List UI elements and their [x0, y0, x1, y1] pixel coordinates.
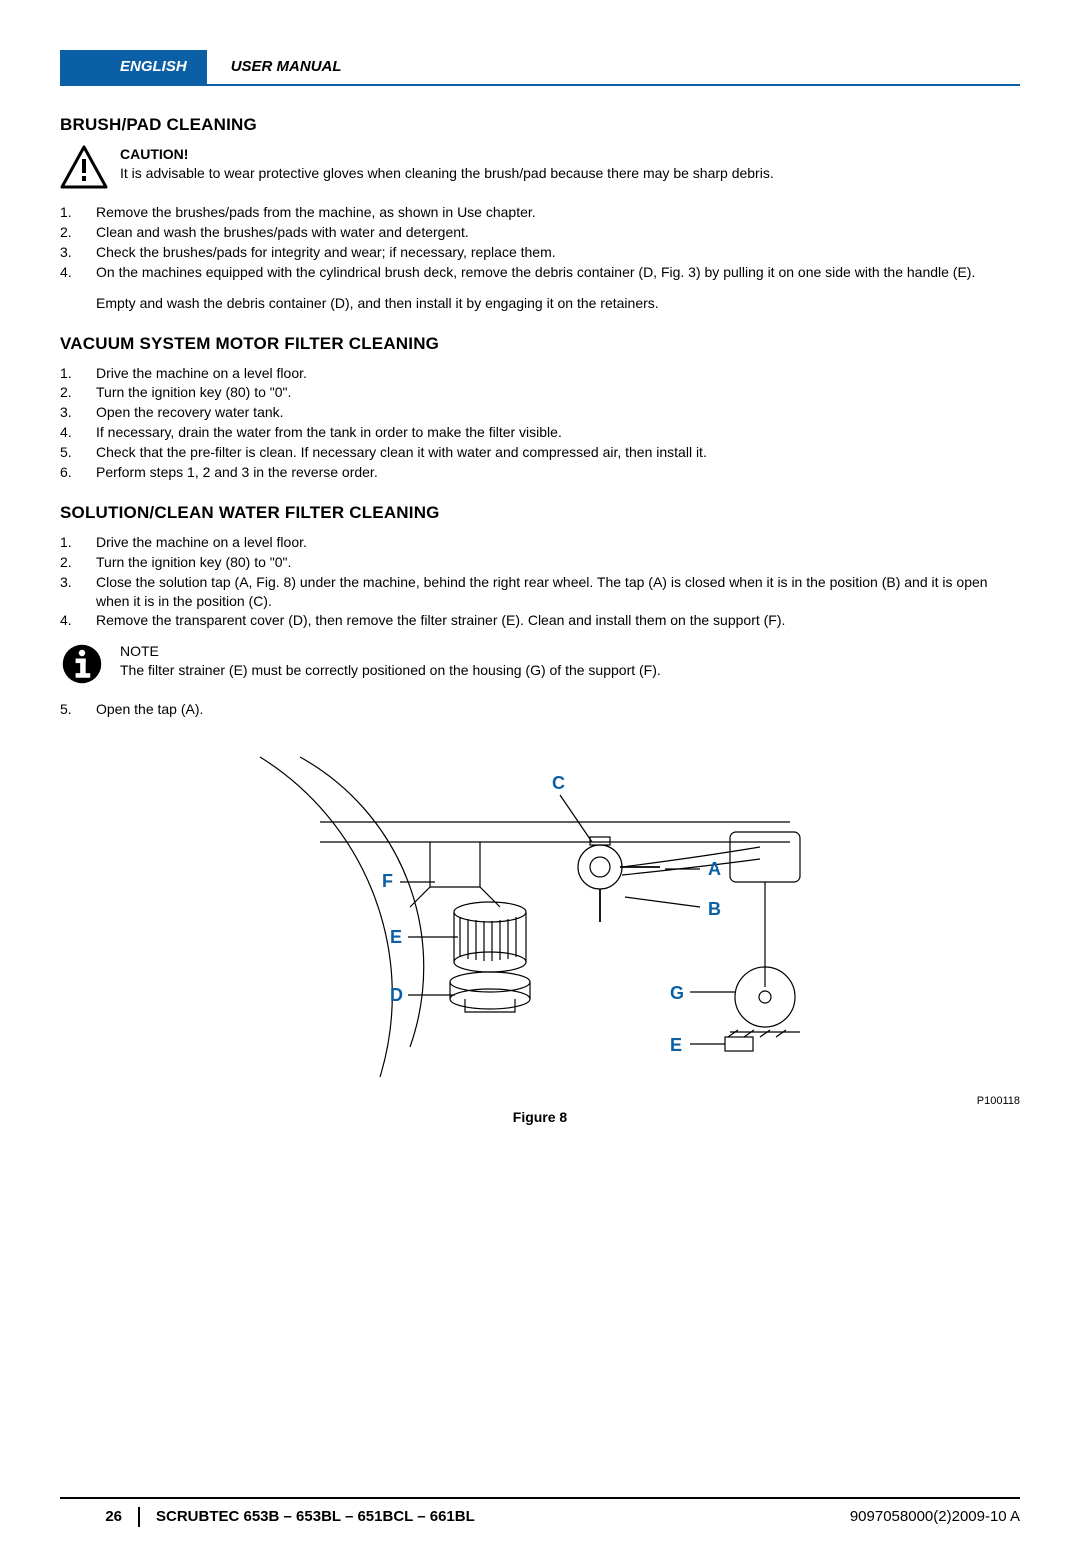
- list-item: Perform steps 1, 2 and 3 in the reverse …: [60, 463, 1020, 482]
- note-body: The ﬁlter strainer (E) must be correctly…: [120, 661, 661, 680]
- list-item: Check the brushes/pads for integrity and…: [60, 243, 1020, 262]
- brush-step4-extra: Empty and wash the debris container (D),…: [60, 294, 1020, 313]
- note-text: NOTE The ﬁlter strainer (E) must be corr…: [120, 642, 661, 680]
- list-item: Drive the machine on a level ﬂoor.: [60, 364, 1020, 383]
- figure-8: C F E D A B G E P100118 Figure 8: [60, 737, 1020, 1127]
- fig-label-d: D: [390, 985, 403, 1005]
- manual-title: USER MANUAL: [207, 50, 342, 84]
- list-item: Close the solution tap (A, Fig. 8) under…: [60, 573, 1020, 611]
- figure-caption: Figure 8: [513, 1108, 567, 1127]
- fig-label-e: E: [390, 927, 402, 947]
- list-item: If necessary, drain the water from the t…: [60, 423, 1020, 442]
- fig-label-f: F: [382, 871, 393, 891]
- vacuum-steps-list: Drive the machine on a level ﬂoor. Turn …: [60, 364, 1020, 482]
- list-item: Remove the brushes/pads from the machine…: [60, 203, 1020, 222]
- list-item: On the machines equipped with the cylind…: [60, 263, 1020, 282]
- fig-label-a: A: [708, 859, 721, 879]
- fig-label-c: C: [552, 773, 565, 793]
- list-item: Turn the ignition key (80) to "0".: [60, 383, 1020, 402]
- info-icon: [60, 642, 108, 686]
- caution-callout: CAUTION! It is advisable to wear protect…: [60, 145, 1020, 189]
- caution-label: CAUTION!: [120, 145, 774, 164]
- page-header: ENGLISH USER MANUAL: [60, 50, 1020, 86]
- page-number: 26: [60, 1507, 140, 1527]
- footer-model: SCRUBTEC 653B – 653BL – 651BCL – 661BL: [156, 1507, 850, 1527]
- page-footer: 26 SCRUBTEC 653B – 653BL – 651BCL – 661B…: [60, 1497, 1020, 1527]
- fig-label-g: G: [670, 983, 684, 1003]
- solution-steps-b-list: Open the tap (A).: [60, 700, 1020, 719]
- caution-icon: [60, 145, 108, 189]
- list-item: Open the recovery water tank.: [60, 403, 1020, 422]
- figure-8-diagram: C F E D A B G E: [230, 737, 850, 1102]
- caution-body: It is advisable to wear protective glove…: [120, 164, 774, 183]
- caution-text: CAUTION! It is advisable to wear protect…: [120, 145, 774, 183]
- language-tab: ENGLISH: [60, 50, 207, 84]
- section-vacuum-title: VACUUM SYSTEM MOTOR FILTER CLEANING: [60, 333, 1020, 356]
- footer-doc-number: 9097058000(2)2009-10 A: [850, 1507, 1020, 1527]
- note-callout: NOTE The ﬁlter strainer (E) must be corr…: [60, 642, 1020, 686]
- list-item: Clean and wash the brushes/pads with wat…: [60, 223, 1020, 242]
- section-brush-title: BRUSH/PAD CLEANING: [60, 114, 1020, 137]
- figure-code: P100118: [977, 1094, 1020, 1109]
- fig-label-b: B: [708, 899, 721, 919]
- fig-label-e2: E: [670, 1035, 682, 1055]
- section-solution-title: SOLUTION/CLEAN WATER FILTER CLEANING: [60, 502, 1020, 525]
- solution-steps-a-list: Drive the machine on a level ﬂoor. Turn …: [60, 533, 1020, 630]
- list-item: Check that the pre-ﬁlter is clean. If ne…: [60, 443, 1020, 462]
- list-item: Drive the machine on a level ﬂoor.: [60, 533, 1020, 552]
- note-label: NOTE: [120, 642, 661, 661]
- list-item: Turn the ignition key (80) to "0".: [60, 553, 1020, 572]
- list-item: Remove the transparent cover (D), then r…: [60, 611, 1020, 630]
- list-item: Open the tap (A).: [60, 700, 1020, 719]
- brush-steps-list: Remove the brushes/pads from the machine…: [60, 203, 1020, 282]
